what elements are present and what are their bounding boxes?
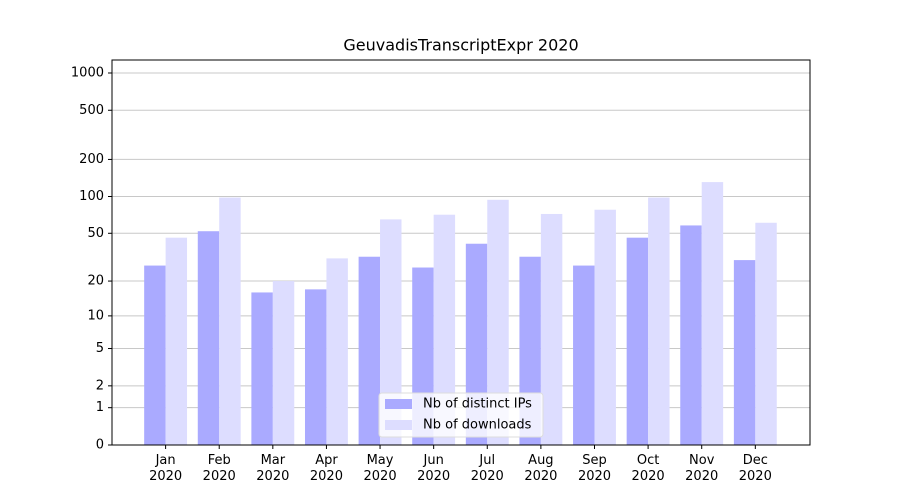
bar — [626, 237, 649, 445]
x-tick-label: Feb 2020 — [202, 453, 236, 484]
bar — [487, 199, 509, 445]
y-tick-label: 2 — [96, 378, 104, 393]
y-tick-label: 200 — [79, 152, 104, 167]
bar — [165, 237, 188, 445]
x-tick-label: Apr 2020 — [309, 453, 343, 484]
bar — [701, 182, 724, 445]
bar — [272, 281, 295, 445]
x-tick-label: Jan 2020 — [149, 453, 183, 484]
bar — [251, 292, 273, 445]
bar — [358, 256, 381, 445]
y-tick-label: 10 — [87, 308, 104, 323]
bar — [326, 258, 348, 445]
bar — [755, 222, 777, 445]
x-tick-label: Oct 2020 — [631, 453, 665, 484]
bar — [733, 260, 756, 445]
x-tick-label: Jul 2020 — [470, 453, 504, 484]
bar — [573, 265, 595, 445]
legend-box — [378, 392, 544, 438]
legend-swatch — [385, 420, 412, 430]
y-tick-label: 1000 — [71, 65, 104, 80]
x-tick-label: May 2020 — [363, 453, 397, 484]
bar — [433, 214, 456, 445]
plot-frame — [111, 59, 811, 446]
legend-swatch — [385, 399, 412, 409]
bar — [304, 289, 327, 445]
bar — [197, 231, 220, 445]
y-tick-label: 1 — [96, 400, 104, 415]
y-tick-label: 50 — [87, 226, 104, 241]
bar — [219, 197, 241, 445]
y-tick-label: 20 — [87, 274, 104, 289]
chart-title: GeuvadisTranscriptExpr 2020 — [343, 36, 578, 55]
y-tick-label: 5 — [96, 341, 104, 356]
bar — [680, 225, 702, 445]
bar — [648, 197, 670, 445]
x-tick-label: Mar 2020 — [256, 453, 290, 484]
bar — [540, 213, 563, 445]
legend-label: Nb of distinct IPs — [423, 397, 532, 412]
x-tick-label: Sep 2020 — [577, 453, 612, 484]
bar — [380, 219, 402, 445]
bar — [144, 265, 166, 445]
x-tick-label: Nov 2020 — [685, 453, 719, 484]
x-tick-label: Aug 2020 — [524, 453, 558, 484]
x-tick-label: Jun 2020 — [417, 453, 451, 484]
legend-label: Nb of downloads — [423, 418, 532, 433]
y-tick-label: 500 — [79, 103, 104, 118]
x-tick-label: Dec 2020 — [738, 453, 772, 484]
legend: Nb of distinct IPs Nb of downloads — [378, 392, 544, 438]
bar — [594, 209, 616, 445]
y-tick-label: 100 — [79, 189, 104, 204]
y-tick-label: 0 — [96, 438, 104, 453]
